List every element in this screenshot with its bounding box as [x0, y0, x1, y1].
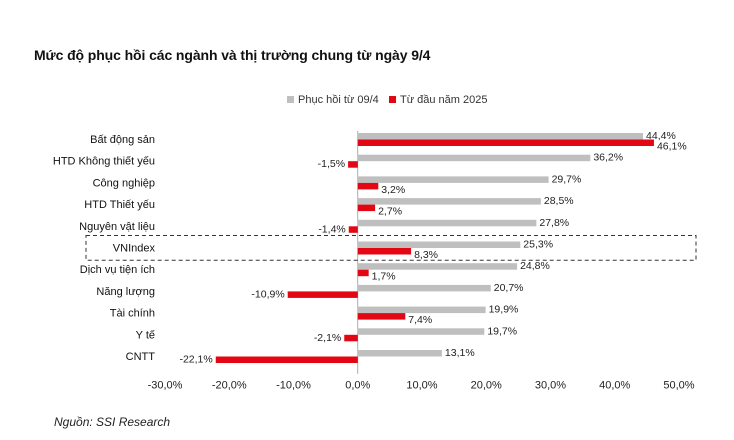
- legend-label-series2: Từ đầu năm 2025: [400, 94, 487, 106]
- data-label-series2: 3,2%: [381, 184, 405, 196]
- category-label: HTD Thiết yếu: [84, 199, 155, 211]
- data-label-series1: 27,8%: [539, 217, 569, 229]
- legend-swatch-series1: [287, 96, 294, 103]
- legend-label-series1: Phục hồi từ 09/4: [298, 94, 379, 106]
- legend-swatch-series2: [389, 96, 396, 103]
- chart-title: Mức độ phục hồi các ngành và thị trường …: [34, 47, 431, 63]
- x-tick-label: 20,0%: [471, 380, 502, 392]
- data-label-series2: -1,5%: [318, 158, 345, 170]
- bar-series2: [215, 356, 358, 363]
- category-label: CNTT: [126, 351, 156, 363]
- data-label-series1: 19,9%: [489, 304, 519, 316]
- bar-series1: [357, 176, 549, 183]
- category-label: Công nghiệp: [93, 177, 155, 189]
- bar-series2: [348, 161, 358, 168]
- data-label-series1: 19,7%: [487, 325, 517, 337]
- category-label: Y tế: [136, 329, 155, 341]
- x-tick-label: 0,0%: [345, 380, 370, 392]
- bar-series1: [357, 133, 644, 140]
- bar-series1: [357, 241, 521, 248]
- data-label-series2: 2,7%: [378, 206, 402, 218]
- data-label-series1: 36,2%: [593, 152, 623, 164]
- data-label-series2: 7,4%: [408, 314, 432, 326]
- data-label-series2: -1,4%: [318, 223, 345, 235]
- bar-series2: [357, 182, 379, 190]
- data-label-series1: 44,4%: [646, 130, 676, 142]
- bar-series2: [357, 204, 376, 212]
- x-tick-label: 30,0%: [535, 380, 566, 392]
- bar-series2: [357, 248, 412, 255]
- chart-source: Nguồn: SSI Research: [54, 415, 171, 429]
- bar-series1: [357, 328, 485, 335]
- data-label-series2: 1,7%: [372, 271, 396, 283]
- data-label-series1: 25,3%: [523, 239, 553, 251]
- x-tick-label: -20,0%: [212, 380, 247, 392]
- x-tick-label: 40,0%: [599, 380, 630, 392]
- data-label-series2: -22,1%: [179, 354, 212, 366]
- data-label-series1: 29,7%: [552, 173, 582, 185]
- bar-series2: [348, 226, 358, 233]
- bar-series2: [357, 269, 369, 277]
- x-tick-label: 50,0%: [663, 380, 694, 392]
- data-label-series2: 46,1%: [657, 141, 687, 153]
- data-label-series1: 24,8%: [520, 260, 550, 272]
- vnindex-highlight-box: [85, 235, 697, 261]
- data-label-series1: 13,1%: [445, 347, 475, 359]
- bar-series1: [357, 284, 491, 292]
- bar-series1: [357, 198, 541, 205]
- bar-series1: [357, 350, 442, 357]
- bar-series1: [357, 263, 518, 270]
- data-label-series2: 8,3%: [414, 249, 438, 261]
- category-label: Tài chính: [110, 308, 155, 320]
- bar-series2: [344, 334, 358, 342]
- category-label: Nguyên vật liệu: [79, 221, 155, 233]
- x-tick-label: 10,0%: [406, 380, 437, 392]
- category-label: Bất động sản: [90, 134, 155, 146]
- data-label-series1: 20,7%: [494, 282, 524, 294]
- bar-series1: [357, 306, 486, 314]
- bar-series2: [287, 291, 358, 298]
- bar-series1: [357, 219, 537, 227]
- x-tick-label: -10,0%: [276, 380, 311, 392]
- x-tick-label: -30,0%: [148, 380, 183, 392]
- data-label-series1: 28,5%: [544, 195, 574, 207]
- category-label: HTD Không thiết yếu: [53, 156, 155, 168]
- category-label: Dịch vụ tiện ích: [80, 264, 155, 276]
- data-label-series2: -2,1%: [314, 332, 341, 344]
- bar-series2: [357, 139, 654, 146]
- bar-series2: [357, 313, 406, 320]
- data-label-series2: -10,9%: [251, 288, 284, 300]
- bar-series1: [357, 154, 591, 162]
- category-label: VNIndex: [113, 243, 156, 255]
- category-label: Năng lượng: [96, 286, 155, 298]
